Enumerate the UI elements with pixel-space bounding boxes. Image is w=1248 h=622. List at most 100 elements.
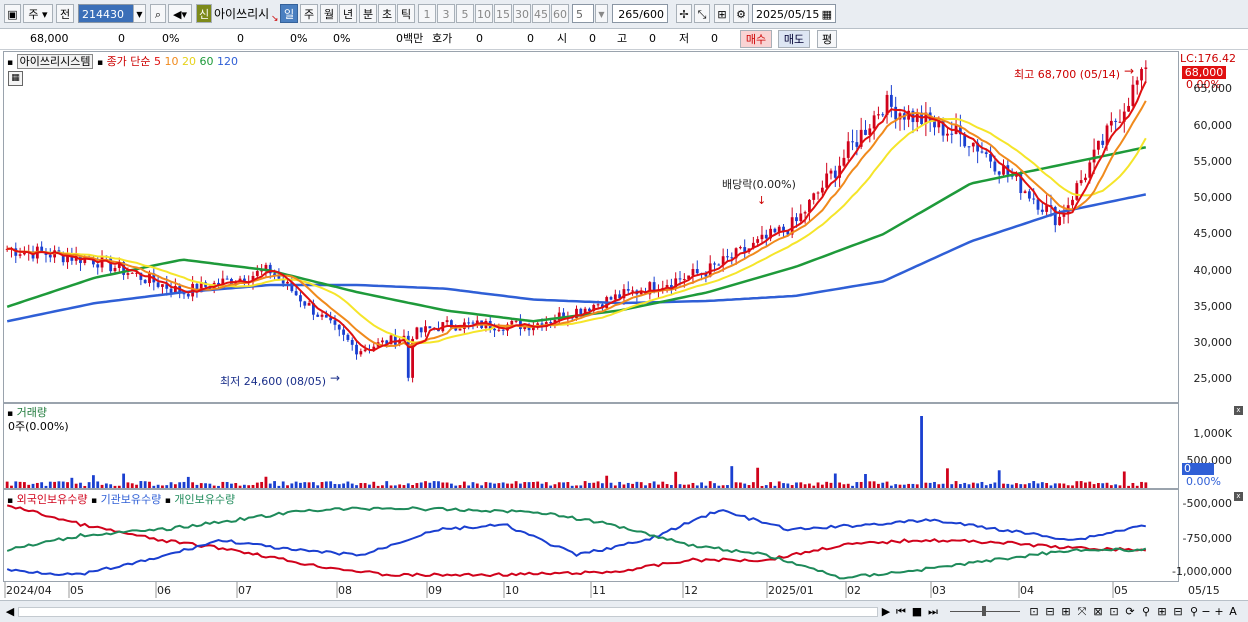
tool-icon-2[interactable]: ⊟ (1045, 605, 1055, 618)
eval-button[interactable]: 평 (817, 30, 837, 48)
scroll-left-icon[interactable]: ◀ (5, 605, 15, 618)
institution-holdings-line (6, 509, 1146, 577)
interval-30-button[interactable]: 30 (513, 4, 531, 23)
volume-title[interactable]: 거래량 (16, 406, 47, 419)
stock-label[interactable]: 아이쓰리시스템 (16, 54, 94, 69)
zoom-slider-handle[interactable] (982, 606, 986, 616)
candle-body (333, 320, 337, 325)
interval-3-button[interactable]: 3 (437, 4, 455, 23)
volume-bar (346, 481, 350, 488)
interval-10-button[interactable]: 10 (475, 4, 493, 23)
volume-bar (739, 482, 742, 488)
candle-body (281, 278, 285, 284)
period-second-button[interactable]: 초 (378, 4, 396, 23)
period-day-button[interactable]: 일 (280, 4, 298, 23)
volume-bar (855, 482, 859, 488)
interval-1-button[interactable]: 1 (418, 4, 436, 23)
candle-body (652, 282, 656, 292)
horizontal-scrollbar[interactable] (18, 607, 878, 617)
search-icon[interactable]: ⌕ (150, 4, 166, 23)
legend-bullet-icon: ▪ (96, 58, 104, 68)
volume-bar (816, 482, 820, 488)
tool-icon-3[interactable]: ⊞ (1061, 605, 1071, 618)
settings-gear-icon[interactable]: ⚙ (733, 4, 749, 23)
zoom-reset-icon[interactable]: + (1214, 605, 1224, 618)
volume-bar (514, 481, 518, 488)
period-minute-button[interactable]: 분 (359, 4, 377, 23)
holdings-chart-panel[interactable] (3, 489, 1179, 582)
zoom-out-icon[interactable]: − (1201, 605, 1211, 618)
volume-bar (721, 485, 725, 488)
interval-input[interactable]: 5 (572, 4, 594, 23)
candle-body (1101, 140, 1105, 145)
price-chart-panel[interactable] (3, 51, 1179, 403)
zoom-in-icon[interactable]: ⚲ (1189, 605, 1199, 618)
volume-bar (1062, 483, 1066, 488)
foreign-holdings-label[interactable]: 외국인보유수량 (16, 493, 88, 506)
sell-button[interactable]: 매도 (778, 30, 810, 48)
stock-code-input[interactable]: 214430 (78, 4, 146, 23)
volume-chart-panel[interactable] (3, 403, 1179, 489)
current-price-tag: 68,000 (1182, 66, 1226, 79)
volume-bar (976, 483, 980, 488)
table-icon[interactable]: ▦ (8, 71, 23, 86)
interval-45-button[interactable]: 45 (532, 4, 550, 23)
count-input[interactable]: 265/600 (612, 4, 668, 23)
candle-body (631, 290, 634, 292)
indicator-icon[interactable]: ⊞ (714, 4, 730, 23)
font-size-icon[interactable]: A (1229, 605, 1237, 618)
ma-label[interactable]: 종가 단순 (106, 55, 151, 68)
code-dropdown-icon[interactable]: ▼ (133, 4, 146, 23)
volume-bar (173, 484, 177, 488)
buy-button[interactable]: 매수 (740, 30, 772, 48)
candle-body (510, 320, 514, 325)
tool-icon-7[interactable]: ⟳ (1125, 605, 1135, 618)
volume-bar (639, 482, 643, 488)
tool-icon-4[interactable]: ⤧ (1077, 605, 1087, 618)
candle-body (173, 285, 177, 293)
tool-icon-9[interactable]: ⊞ (1157, 605, 1167, 618)
rewind-icon[interactable]: ⏮ (896, 605, 906, 618)
volume-bar (605, 475, 609, 488)
period-year-button[interactable]: 년 (339, 4, 357, 23)
fast-forward-icon[interactable]: ⏭ (928, 605, 938, 618)
candle-body (889, 94, 893, 107)
interval-dropdown-icon[interactable]: ▼ (595, 4, 608, 23)
date-input[interactable]: 2025/05/15 ▦ (752, 4, 836, 23)
tool-icon-8[interactable]: ⚲ (1141, 605, 1151, 618)
volume-bar (307, 482, 311, 488)
period-month-button[interactable]: 월 (320, 4, 338, 23)
quote-ask: 0 (476, 32, 483, 45)
period-week-button[interactable]: 주 (300, 4, 318, 23)
layout-icon[interactable]: ▣ (4, 4, 21, 23)
stop-icon[interactable]: ■ (911, 605, 923, 618)
calendar-icon[interactable]: ▦ (821, 8, 832, 21)
period-tick-button[interactable]: 틱 (397, 4, 415, 23)
scroll-right-icon[interactable]: ▶ (881, 605, 891, 618)
tool-icon-1[interactable]: ⊡ (1029, 605, 1039, 618)
volume-bar (277, 485, 281, 488)
tool-icon-6[interactable]: ⊡ (1109, 605, 1119, 618)
tool-icon-10[interactable]: ⊟ (1173, 605, 1183, 618)
institution-holdings-label[interactable]: 기관보유수량 (100, 493, 162, 506)
x-axis-label: 05 (1114, 584, 1128, 597)
interval-60-button[interactable]: 60 (551, 4, 569, 23)
interval-5-button[interactable]: 5 (456, 4, 474, 23)
volume-bar (165, 485, 169, 488)
volume-close-icon[interactable]: x (1234, 406, 1243, 415)
individual-holdings-label[interactable]: 개인보유수량 (174, 493, 236, 506)
market-select[interactable]: 주 ▾ (23, 4, 53, 23)
draw-tool-icon[interactable]: ⤡ (694, 4, 710, 23)
sound-icon[interactable]: ◀▾ (168, 4, 192, 23)
volume-bar (868, 481, 872, 488)
volume-bar (540, 483, 544, 488)
holdings-close-icon[interactable]: x (1234, 492, 1243, 501)
price-tick: 30,000 (1193, 336, 1233, 349)
mode-button[interactable]: 전 (56, 4, 74, 23)
volume-bar (1015, 483, 1018, 488)
crosshair-icon[interactable]: ✢ (676, 4, 692, 23)
candle-body (475, 320, 479, 323)
interval-15-button[interactable]: 15 (494, 4, 512, 23)
volume-bar (764, 485, 768, 488)
tool-icon-5[interactable]: ⊠ (1093, 605, 1103, 618)
